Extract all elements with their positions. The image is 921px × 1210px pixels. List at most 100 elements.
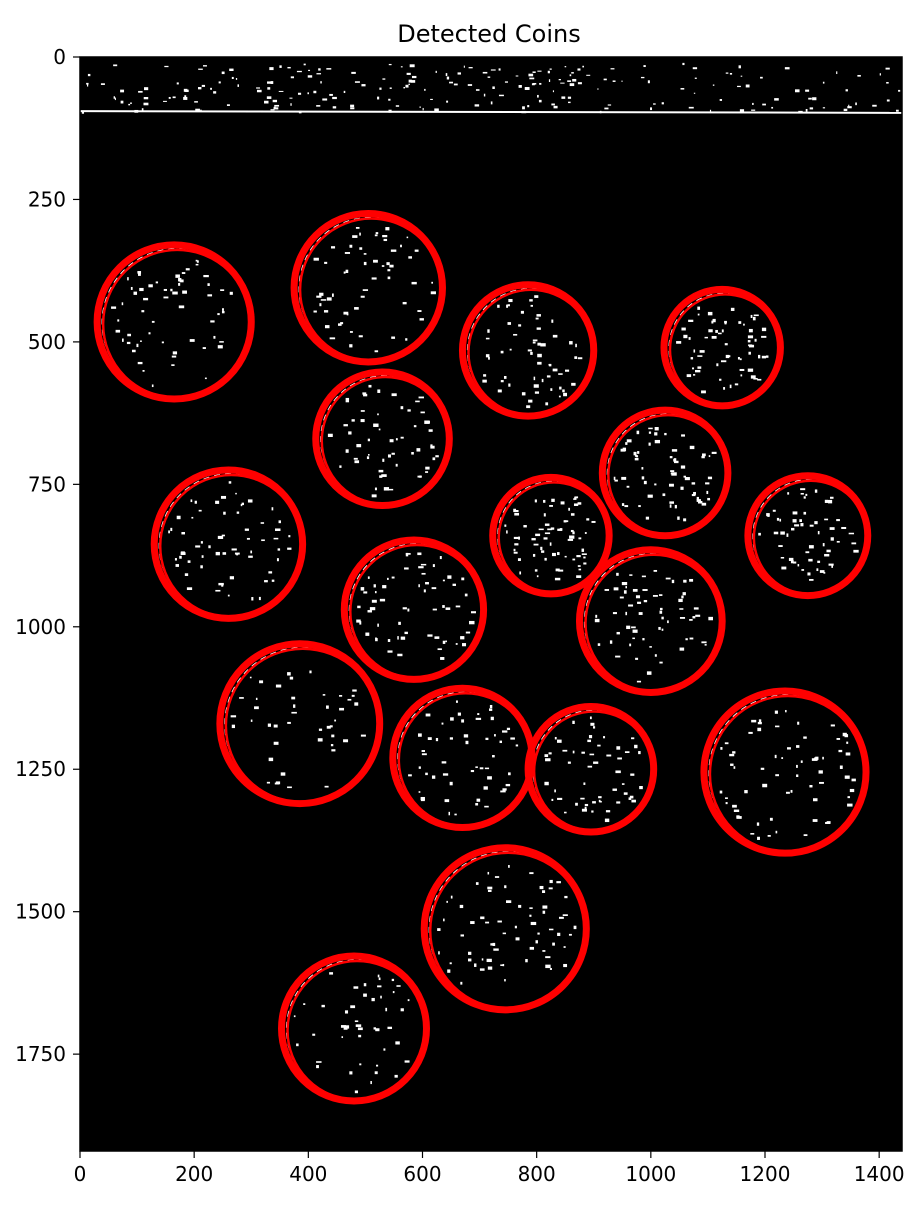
coin-edge-speckle [529,299,533,302]
coin-edge-speckle [331,749,336,752]
coin-edge-speckle [609,640,613,644]
coin-edge-speckle [646,671,652,675]
coin-edge-speckle [487,966,493,970]
coin-edge-speckle [442,773,449,776]
edge-speckle [537,94,539,98]
edge-speckle [237,84,239,87]
coin-edge-speckle [377,389,381,393]
coin-edge-speckle [534,295,539,298]
coin-edge-speckle [377,413,379,416]
coin-edge-speckle [418,766,421,769]
coin-edge-speckle [340,322,344,325]
edge-speckle [836,71,838,75]
edge-speckle [538,99,542,103]
coin-edge-speckle [354,307,359,310]
x-tick-label: 200 [175,1162,213,1186]
coin-edge-speckle [221,534,225,537]
coin-edge-speckle [817,560,821,563]
coin-edge-speckle [583,556,586,559]
edge-speckle [692,67,698,70]
coin-edge-speckle [387,639,391,642]
detected-circle-10-secondary [349,543,485,680]
coin-edge-speckle [822,543,825,547]
edge-speckle [279,65,282,68]
coin-edge-speckle [131,349,136,353]
coin-edge-speckle [707,311,713,316]
coin-edge-speckle [441,761,447,764]
coin-edge-speckle [580,797,585,800]
coin-edge-speckle [229,576,235,580]
coin-edge-speckle [551,319,554,323]
edge-speckle [809,107,814,110]
x-tick-label: 800 [518,1162,556,1186]
coin-edge-speckle [175,564,179,567]
coin-edge-speckle [417,310,422,312]
coin-edge-speckle [363,261,367,266]
coin-edge-speckle [236,511,240,514]
edge-speckle [278,90,284,92]
coin-edge-speckle [227,594,230,597]
detected-circle-15-secondary [708,694,868,854]
coin-edge-speckle [554,577,561,581]
coin-edge-speckle [576,555,581,558]
y-tick-label: 1500 [15,900,66,924]
coin-edge-speckle [844,775,850,779]
coin-edge-speckle [487,889,492,892]
coin-edge-speckle [613,476,616,480]
coin-edge-speckle [502,730,508,733]
coin-edge-speckle [723,387,726,390]
coin-edge-speckle [487,329,490,333]
coin-edge-speckle [697,355,703,357]
coin-edge-speckle [757,721,762,725]
coin-edge-speckle [743,323,745,326]
edge-speckle [332,96,337,100]
coin-edge-speckle [558,569,564,572]
coin-edge-speckle [787,747,791,750]
coin-edge-speckle [537,342,541,346]
coin-edge-speckle [748,344,753,347]
coin-edge-speckle [460,934,465,937]
coin-edge-speckle [540,343,546,347]
coin-edge-speckle [274,782,280,785]
edge-speckle [195,108,200,112]
coin-edge-speckle [506,530,508,534]
coin-edge-speckle [312,1033,316,1036]
coin-edge-speckle [122,338,124,342]
coin-edge-speckle [400,436,404,439]
coin-edge-speckle [179,279,184,283]
edge-speckle [130,102,132,104]
coin-edge-speckle [800,488,806,491]
edge-speckle [586,74,591,76]
coin-edge-speckle [758,532,761,536]
coin-edge-speckle [622,447,627,452]
edge-speckle [463,65,465,68]
edge-speckle [120,100,124,104]
edge-speckle [688,106,694,109]
coin-edge-speckle [500,964,504,966]
coin-edge-speckle [402,607,407,610]
coin-edge-speckle [442,640,446,644]
edge-speckle [408,83,410,85]
edge-speckle [621,80,623,82]
coin-edge-speckle [345,449,349,453]
edge-speckle [297,92,302,95]
coin-edge-speckle [532,341,536,344]
coin-edge-speckle [127,333,132,337]
x-tick-label: 1200 [740,1162,791,1186]
coin-edge-speckle [554,736,557,740]
coin-edge-speckle [518,904,522,908]
coin-edge-speckle [521,392,526,396]
coin-edge-speckle [730,307,735,311]
edge-speckle [569,83,575,87]
coin-edge-speckle [670,470,675,473]
coin-edge-speckle [848,532,855,535]
coin-edge-speckle [750,833,755,835]
edge-speckle [855,102,857,106]
y-tick-label: 1250 [15,757,66,781]
coin-edge-speckle [354,702,359,706]
coin-edge-speckle [633,451,637,456]
coin-edge-speckle [747,340,751,343]
edge-speckle [290,103,292,106]
detected-circle-6-secondary [607,413,730,536]
coin-edge-speckle [349,331,353,333]
